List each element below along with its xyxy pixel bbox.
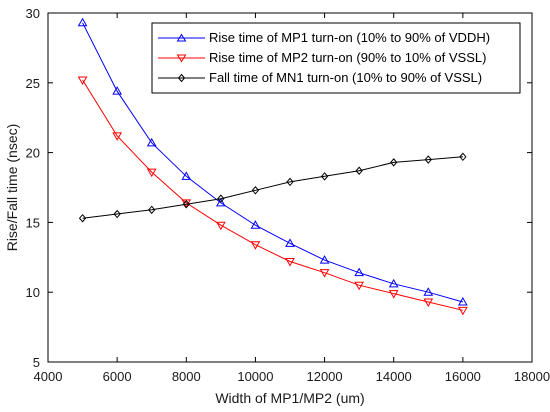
- legend-entry-mp1: Rise time of MP1 turn-on (10% to 90% of …: [158, 30, 490, 45]
- data-point-mn1: [320, 172, 329, 181]
- y-tick-label: 15: [26, 215, 40, 230]
- series-line-mp2: [82, 79, 464, 311]
- data-point-mn1: [182, 199, 190, 209]
- data-point-mp2: [457, 306, 468, 316]
- legend-label-mp1: Rise time of MP1 turn-on (10% to 90% of …: [209, 30, 490, 45]
- data-point-mp2: [215, 221, 226, 231]
- data-point-mp1: [215, 197, 226, 207]
- legend-marker-mp2: [176, 54, 187, 63]
- y-tick-label: 10: [26, 285, 40, 300]
- legend-label-mn1: Fall time of MN1 turn-on (10% to 90% of …: [209, 70, 482, 85]
- data-point-mp1: [112, 86, 123, 95]
- data-point-mp1: [250, 220, 261, 229]
- data-point-mp2: [285, 257, 295, 267]
- data-point-mp1: [181, 171, 192, 180]
- y-tick-label: 30: [26, 6, 40, 21]
- x-tick-label: 10000: [237, 369, 273, 384]
- data-point-mn1: [217, 194, 225, 203]
- series-mn1: [78, 152, 467, 223]
- series-line-mn1: [82, 156, 463, 219]
- data-point-mn1: [355, 166, 363, 176]
- data-point-mp2: [77, 76, 88, 86]
- y-axis-title: Rise/Fall time (nsec): [4, 124, 20, 252]
- series-mp2: [77, 76, 468, 316]
- y-tick-label: 20: [26, 146, 40, 161]
- data-point-mp2: [319, 269, 330, 278]
- data-point-mp1: [77, 17, 88, 27]
- x-axis-title: Width of MP1/MP2 (um): [215, 390, 364, 406]
- legend-entry-mp2: Rise time of MP2 turn-on (90% to 10% of …: [158, 50, 486, 65]
- legend-marker-mp1: [176, 33, 187, 42]
- axes: 4000 6000 8000 10000 12000 14000 16000 18000 5 10…: [4, 6, 550, 406]
- x-tick-label: 18000: [514, 369, 550, 384]
- x-tick-label: 12000: [306, 369, 342, 384]
- x-tick-label: 6000: [103, 369, 132, 384]
- data-point-mp1: [457, 296, 468, 306]
- data-point-mp2: [354, 281, 365, 291]
- data-point-mp2: [388, 290, 399, 299]
- y-tick-label: 25: [26, 76, 40, 91]
- data-point-mn1: [390, 158, 398, 167]
- data-point-mn1: [113, 209, 121, 219]
- data-point-mp1: [388, 278, 399, 288]
- x-tick-label: 8000: [172, 369, 201, 384]
- data-point-mn1: [148, 205, 156, 215]
- data-point-mn1: [459, 152, 467, 162]
- data-point-mp2: [146, 168, 157, 178]
- legend-entry-mn1: Fall time of MN1 turn-on (10% to 90% of …: [158, 70, 482, 85]
- data-point-mp2: [250, 241, 261, 250]
- legend: Rise time of MP1 turn-on (10% to 90% of …: [151, 22, 521, 94]
- legend-marker-mn1: [177, 73, 186, 83]
- x-tick-label: 16000: [445, 369, 481, 384]
- data-point-mn1: [251, 186, 260, 195]
- data-point-mp2: [423, 298, 434, 307]
- legend-box: [151, 22, 521, 94]
- data-point-mp1: [423, 287, 434, 296]
- data-point-mn1: [424, 155, 432, 164]
- x-tick-label: 4000: [34, 369, 63, 384]
- plot-series: [77, 17, 468, 316]
- data-point-mp1: [146, 137, 157, 147]
- data-point-mn1: [286, 177, 294, 187]
- data-point-mp1: [285, 238, 295, 247]
- plot-frame: [47, 12, 533, 363]
- data-point-mp2: [112, 132, 123, 141]
- data-point-mn1: [78, 213, 87, 223]
- series-mp1: [77, 17, 468, 306]
- series-line-mp1: [82, 22, 464, 303]
- legend-label-mp2: Rise time of MP2 turn-on (90% to 10% of …: [209, 50, 486, 65]
- y-tick-label: 5: [33, 355, 40, 370]
- x-tick-label: 14000: [376, 369, 412, 384]
- data-point-mp1: [319, 255, 330, 264]
- data-point-mp1: [354, 267, 365, 277]
